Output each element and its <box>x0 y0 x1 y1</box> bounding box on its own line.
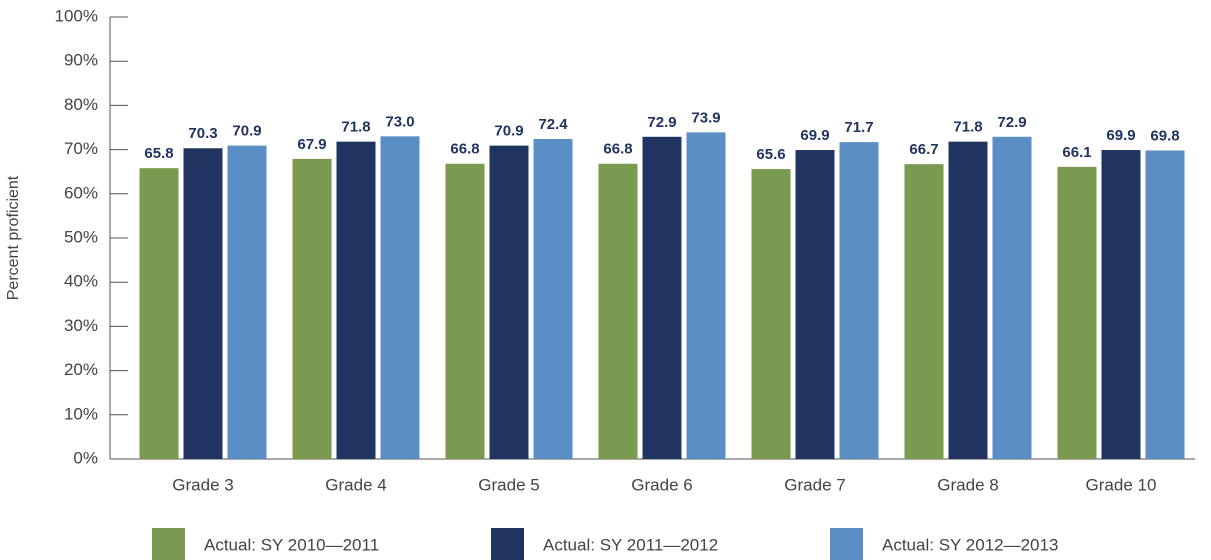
value-label: 72.4 <box>538 116 568 133</box>
x-tick-label: Grade 7 <box>784 475 845 494</box>
bar <box>904 164 944 459</box>
bar <box>751 169 791 459</box>
bar <box>686 132 726 459</box>
value-label: 66.1 <box>1062 144 1091 161</box>
bar <box>992 136 1032 460</box>
value-label: 66.8 <box>603 141 632 158</box>
value-label: 69.8 <box>1150 127 1179 144</box>
y-tick-label: 90% <box>64 51 98 70</box>
x-tick-label: Grade 4 <box>325 475 386 494</box>
y-tick-label: 100% <box>55 6 98 25</box>
bar <box>336 141 376 460</box>
legend-label: Actual: SY 2011—2012 <box>543 535 718 554</box>
value-label: 72.9 <box>647 114 676 131</box>
x-tick-label: Grade 5 <box>478 475 539 494</box>
bar <box>795 150 835 460</box>
value-label: 70.9 <box>232 123 261 140</box>
value-label: 69.9 <box>1106 127 1135 144</box>
x-tick-label: Grade 6 <box>631 475 692 494</box>
bar <box>380 136 420 459</box>
value-label: 66.7 <box>909 141 938 158</box>
value-label: 70.9 <box>494 123 523 140</box>
value-label: 71.7 <box>844 119 873 136</box>
bar <box>183 148 223 460</box>
bar <box>642 136 682 460</box>
bar <box>445 163 485 459</box>
value-label: 72.9 <box>997 114 1026 131</box>
bar <box>227 145 267 459</box>
bar <box>948 141 988 460</box>
legend-label: Actual: SY 2010—2011 <box>204 535 379 554</box>
value-label: 71.8 <box>953 119 982 136</box>
value-label: 71.8 <box>341 119 370 136</box>
value-label: 70.3 <box>188 125 217 142</box>
value-label: 67.9 <box>297 136 326 153</box>
bar <box>1145 150 1185 459</box>
bar <box>139 168 179 459</box>
legend-swatch <box>152 528 185 560</box>
y-axis-label: Percent proficient <box>5 175 22 300</box>
y-tick-label: 10% <box>64 404 98 423</box>
y-tick-label: 60% <box>64 183 98 202</box>
value-label: 65.6 <box>756 146 785 163</box>
legend-label: Actual: SY 2012—2013 <box>882 535 1058 554</box>
y-tick-label: 0% <box>73 448 98 467</box>
y-tick-label: 50% <box>64 227 98 246</box>
y-tick-label: 40% <box>64 272 98 291</box>
legend-swatch <box>830 528 863 560</box>
y-tick-label: 70% <box>64 139 98 158</box>
y-tick-label: 80% <box>64 95 98 114</box>
bar <box>292 158 332 459</box>
bar <box>598 163 638 459</box>
x-tick-label: Grade 3 <box>172 475 233 494</box>
x-tick-label: Grade 10 <box>1086 475 1157 494</box>
value-label: 66.8 <box>450 141 479 158</box>
bar <box>533 138 573 459</box>
bar <box>489 145 529 459</box>
y-tick-label: 30% <box>64 316 98 335</box>
value-label: 69.9 <box>800 127 829 144</box>
bar <box>839 142 879 459</box>
value-label: 73.9 <box>691 109 720 126</box>
x-tick-label: Grade 8 <box>937 475 998 494</box>
y-tick-label: 20% <box>64 360 98 379</box>
bar <box>1057 166 1097 459</box>
value-label: 65.8 <box>144 145 173 162</box>
bar <box>1101 150 1141 460</box>
legend-swatch <box>491 528 524 560</box>
value-label: 73.0 <box>385 113 414 130</box>
